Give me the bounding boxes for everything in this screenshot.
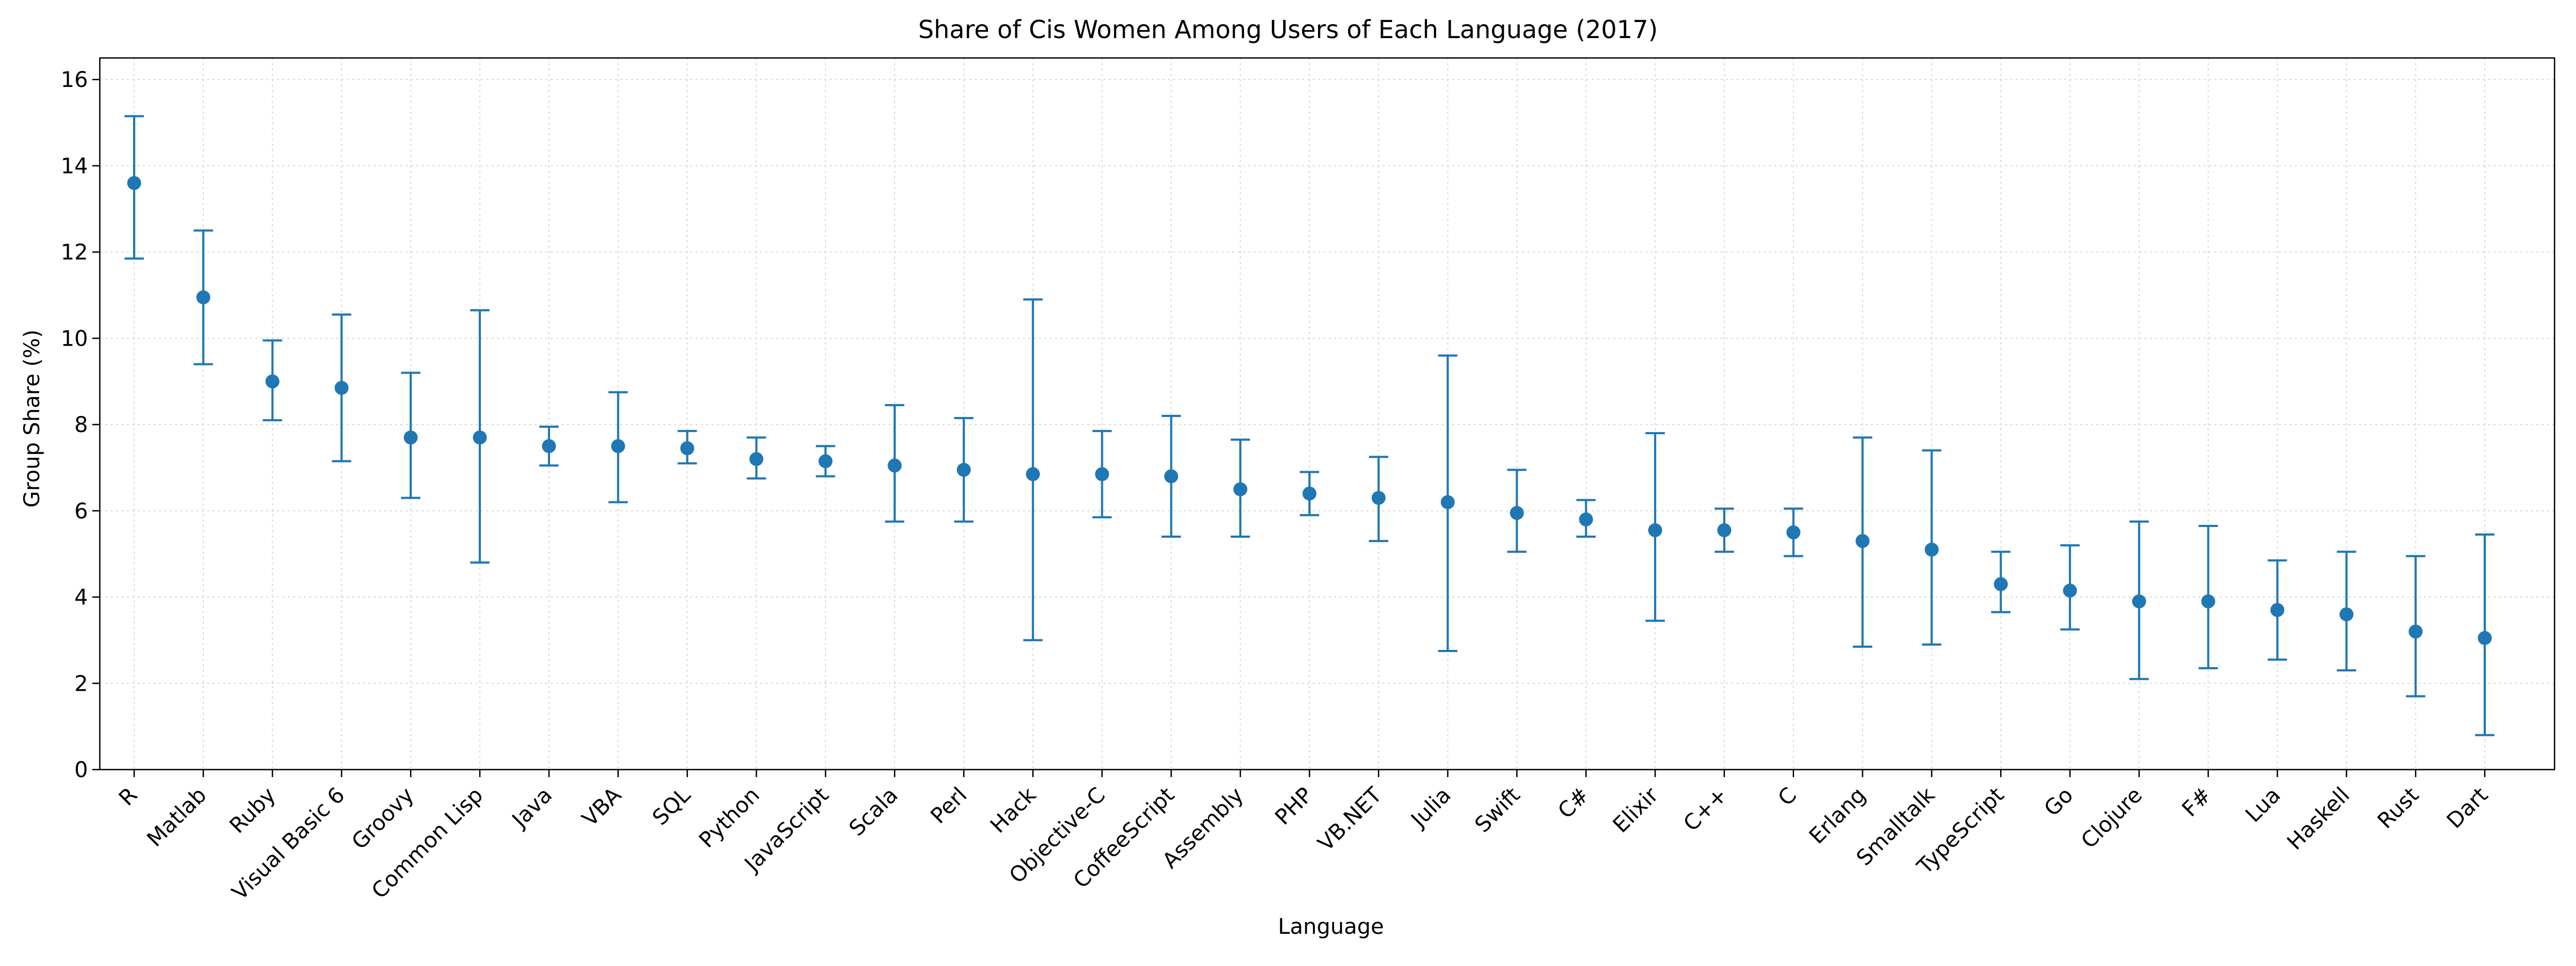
data-point (2132, 594, 2146, 609)
y-axis: 0 2 4 6 8 10 12 14 16 (61, 68, 100, 782)
data-point (2478, 631, 2492, 645)
x-tick-label: Lua (2241, 783, 2286, 828)
data-point (1233, 482, 1248, 496)
x-tick-label: Ruby (225, 783, 281, 839)
chart-title: Share of Cis Women Among Users of Each L… (918, 15, 1658, 44)
data-point (127, 176, 141, 191)
data-point (541, 439, 556, 453)
y-tick-label: 10 (61, 326, 88, 351)
data-point (1371, 491, 1386, 505)
y-tick-label: 4 (75, 586, 88, 610)
y-tick-label: 12 (61, 240, 88, 265)
y-tick-label: 6 (75, 499, 88, 524)
y-tick-label: 14 (61, 154, 88, 179)
axes-frame (99, 57, 2556, 771)
y-tick-label: 2 (75, 671, 88, 696)
x-tick-label: Haskell (2282, 783, 2354, 855)
data-point (196, 290, 210, 305)
x-tick-label: C++ (1679, 783, 1732, 837)
x-tick-label: PHP (1270, 783, 1318, 830)
y-tick-label: 16 (61, 68, 88, 92)
grid-lines (100, 58, 2555, 770)
data-point (2201, 594, 2215, 609)
x-tick-label: Go (2039, 783, 2078, 822)
data-point (1095, 467, 1109, 481)
data-point (818, 454, 833, 469)
x-tick-label: Python (694, 783, 765, 853)
data-point (1994, 577, 2008, 591)
x-tick-label: Java (507, 783, 557, 833)
data-point (2063, 583, 2077, 598)
x-tick-label: Clojure (2076, 783, 2147, 854)
x-tick-label: Dart (2442, 783, 2493, 833)
data-point (1302, 486, 1316, 501)
data-point (956, 463, 971, 477)
data-point (265, 374, 280, 389)
x-tick-label: Hack (986, 782, 1042, 838)
data-point (473, 430, 487, 445)
x-tick-label: Julia (1406, 783, 1456, 833)
y-tick-label: 8 (75, 413, 88, 437)
x-tick-label: F# (2177, 783, 2216, 822)
x-tick-label: Swift (1470, 783, 1525, 838)
x-tick-label: C# (1553, 783, 1594, 824)
data-point (1510, 506, 1524, 520)
data-point (1440, 495, 1455, 509)
y-tick-label: 0 (75, 758, 88, 782)
data-point (1648, 523, 1663, 537)
x-tick-label: SQL (648, 782, 696, 830)
x-tick-label: Rust (2373, 783, 2424, 834)
x-tick-label: Erlang (1805, 783, 1871, 849)
data-point (1164, 469, 1179, 484)
x-tick-label: Scala (845, 783, 903, 841)
x-axis-label: Language (1278, 914, 1384, 939)
data-point (1855, 534, 1870, 548)
data-series (125, 115, 2494, 736)
x-tick-label: Matlab (142, 783, 211, 852)
data-point (334, 380, 349, 395)
data-point (1717, 523, 1731, 537)
data-point (1924, 543, 1939, 557)
data-point (2339, 607, 2354, 621)
x-tick-label: Elixir (1608, 782, 1664, 838)
data-point (2270, 603, 2285, 617)
x-tick-label: R (114, 783, 142, 811)
x-tick-label: Perl (926, 783, 971, 829)
data-point (1579, 512, 1593, 526)
data-point (749, 452, 764, 466)
data-point (2409, 624, 2423, 639)
x-tick-label: C (1774, 783, 1802, 811)
data-point (1786, 525, 1801, 539)
data-point (404, 430, 418, 445)
y-axis-label: Group Share (%) (20, 330, 45, 508)
data-point (611, 439, 625, 453)
data-point (888, 458, 902, 473)
x-tick-label: VBA (577, 782, 626, 831)
x-tick-label: VB.NET (1313, 782, 1387, 856)
data-point (1026, 467, 1040, 481)
data-point (680, 441, 694, 456)
x-tick-label: Groovy (347, 783, 419, 855)
